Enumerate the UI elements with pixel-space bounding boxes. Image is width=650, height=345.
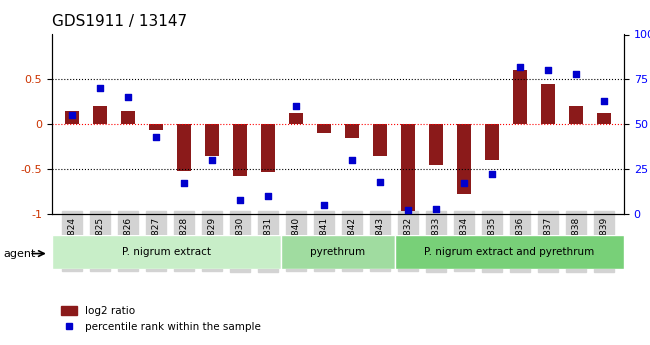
Bar xyxy=(569,106,583,124)
Point xyxy=(403,208,413,213)
Point xyxy=(571,71,582,77)
Point xyxy=(66,112,77,118)
Bar xyxy=(149,124,162,130)
Text: P. nigrum extract: P. nigrum extract xyxy=(122,247,211,257)
Bar xyxy=(233,124,247,176)
Bar xyxy=(373,124,387,156)
Bar xyxy=(429,124,443,165)
FancyBboxPatch shape xyxy=(281,235,395,269)
Point xyxy=(431,206,441,211)
Point xyxy=(487,172,497,177)
Bar xyxy=(514,70,527,124)
Point xyxy=(459,181,469,186)
Text: pyrethrum: pyrethrum xyxy=(311,247,365,257)
Bar xyxy=(93,106,107,124)
Bar xyxy=(597,114,612,124)
Bar xyxy=(345,124,359,138)
Bar xyxy=(485,124,499,160)
Point xyxy=(94,86,105,91)
Bar xyxy=(64,111,79,124)
Point xyxy=(375,179,385,184)
Bar xyxy=(205,124,219,156)
Point xyxy=(291,104,301,109)
Text: GDS1911 / 13147: GDS1911 / 13147 xyxy=(52,14,187,29)
Text: agent: agent xyxy=(3,249,36,258)
Bar xyxy=(401,124,415,211)
FancyBboxPatch shape xyxy=(395,235,624,269)
Bar xyxy=(289,114,303,124)
Bar xyxy=(317,124,331,133)
Text: P. nigrum extract and pyrethrum: P. nigrum extract and pyrethrum xyxy=(424,247,595,257)
Point xyxy=(235,197,245,202)
Point xyxy=(347,157,358,163)
Point xyxy=(599,98,610,104)
Point xyxy=(515,64,525,70)
Point xyxy=(207,157,217,163)
Legend: log2 ratio, percentile rank within the sample: log2 ratio, percentile rank within the s… xyxy=(57,302,265,336)
Bar xyxy=(261,124,275,172)
Bar xyxy=(457,124,471,194)
Point xyxy=(179,181,189,186)
Point xyxy=(151,134,161,139)
FancyBboxPatch shape xyxy=(52,235,281,269)
Point xyxy=(122,95,133,100)
Point xyxy=(543,68,554,73)
Point xyxy=(318,202,329,208)
Bar xyxy=(177,124,191,171)
Point xyxy=(263,193,273,199)
Bar xyxy=(541,84,555,124)
Bar xyxy=(121,111,135,124)
